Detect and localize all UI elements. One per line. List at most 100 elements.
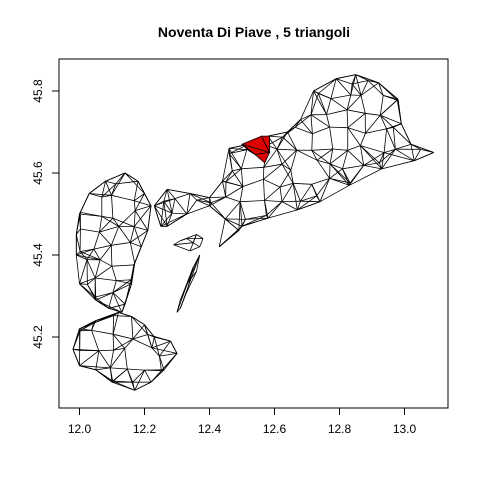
mesh-edge	[310, 93, 319, 115]
mesh-edge	[79, 365, 111, 369]
mesh-edge	[101, 194, 112, 198]
mesh-edge	[367, 80, 384, 96]
mesh-edge	[132, 338, 153, 349]
lagoon-fragment-edge	[176, 308, 181, 313]
mesh-edge	[133, 226, 142, 247]
lagoon-fragment-edge	[173, 244, 191, 252]
mesh-boundary-edge	[222, 148, 230, 182]
mesh-edge	[129, 226, 135, 243]
mesh-edge	[160, 201, 165, 227]
highlighted-triangle	[241, 143, 256, 155]
mesh-edge	[163, 189, 168, 202]
mesh-edge	[380, 99, 398, 116]
lagoon-fragment-edge	[179, 291, 188, 309]
lagoon-fragment-edge	[192, 242, 200, 248]
mesh-edge	[112, 217, 135, 227]
mesh-edge	[225, 168, 242, 183]
mesh-edge	[279, 182, 294, 188]
mesh-edge	[287, 131, 298, 151]
mesh-edge	[163, 201, 168, 227]
mesh-edge	[101, 216, 113, 219]
mesh-edge	[319, 178, 330, 202]
mesh-edge	[281, 183, 294, 202]
mesh-edge	[89, 193, 102, 198]
highlighted-triangle	[254, 152, 271, 164]
mesh-edge	[79, 251, 88, 260]
mesh-edge	[130, 230, 149, 243]
lagoon-fragment-edge	[179, 254, 201, 301]
lagoon-fragment-edge	[189, 246, 200, 252]
mesh-edge	[378, 82, 384, 96]
mesh-edge	[105, 172, 126, 182]
mesh-boundary-edge	[381, 160, 415, 170]
mesh-edge	[147, 205, 152, 231]
mesh-edge	[346, 95, 362, 111]
mesh-edge	[110, 367, 128, 370]
mesh-edge	[264, 200, 267, 216]
mesh-edge	[363, 165, 382, 170]
mesh-edge	[133, 193, 145, 202]
mesh-edge	[159, 355, 165, 370]
mesh-edge	[360, 145, 385, 153]
mesh-edge	[241, 215, 267, 227]
mesh-edge	[222, 181, 227, 198]
mesh-edge	[396, 100, 402, 124]
mesh-edge	[292, 183, 301, 202]
mesh-edge	[294, 126, 313, 135]
x-tick-label: 13.0	[393, 422, 417, 436]
mesh-edge	[99, 217, 114, 233]
mesh-edge	[101, 181, 106, 198]
mesh-edge	[95, 277, 117, 281]
mesh-edge	[186, 193, 191, 215]
mesh-edge	[79, 283, 97, 301]
mesh-edge	[228, 153, 233, 171]
mesh-edge	[109, 350, 114, 368]
mesh-edge	[159, 340, 171, 357]
mesh-edge	[132, 324, 145, 340]
mesh-edge	[93, 244, 112, 250]
mesh-edge	[240, 200, 265, 203]
mesh-edge	[196, 197, 210, 201]
mesh-edge	[144, 324, 155, 338]
mesh-edge	[86, 248, 95, 260]
mesh-edge	[310, 114, 330, 128]
mesh-edge	[279, 187, 283, 202]
mesh-edge	[167, 189, 191, 194]
mesh-edge	[93, 315, 114, 324]
mesh-edge	[263, 148, 278, 168]
mesh-edge	[228, 148, 242, 170]
mesh-edge	[266, 201, 283, 216]
mesh-edge	[133, 205, 152, 227]
mesh-edge	[111, 172, 126, 196]
mesh-edge	[98, 349, 114, 352]
mesh-edge	[329, 178, 350, 186]
mesh-edge	[311, 184, 317, 197]
triangulation-mesh	[72, 74, 434, 391]
mesh-edge	[111, 266, 117, 281]
mesh-boundary-edge	[75, 254, 80, 284]
mesh-edge	[132, 334, 148, 340]
mesh-edge	[196, 199, 210, 207]
mesh-edge	[111, 195, 114, 219]
mesh-edge	[153, 336, 160, 357]
mesh-edge	[174, 193, 191, 199]
mesh-edge	[380, 115, 394, 128]
mesh-edge	[160, 212, 173, 227]
mesh-edge	[163, 200, 173, 214]
mesh-edge	[151, 347, 178, 354]
mesh-edge	[347, 127, 361, 146]
mesh-edge	[311, 148, 333, 151]
mesh-edge	[124, 338, 134, 349]
mesh-edge	[95, 299, 122, 313]
mesh-edge	[267, 135, 283, 138]
mesh-edge	[381, 148, 396, 170]
mesh-edge	[290, 170, 294, 184]
mesh-edge	[134, 210, 149, 231]
mesh-edge	[245, 217, 269, 220]
mesh-edge	[144, 193, 152, 206]
mesh-edge	[300, 195, 317, 202]
mesh-edge	[163, 198, 176, 202]
mesh-boundary-edge	[186, 205, 210, 215]
mesh-edge	[329, 163, 343, 170]
